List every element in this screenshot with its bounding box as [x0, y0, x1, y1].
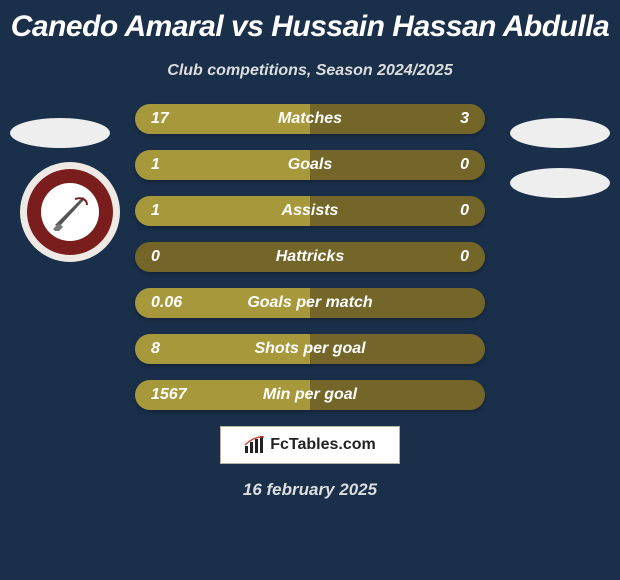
stat-left-value: 0: [135, 248, 205, 266]
stat-row: 8Shots per goal: [135, 334, 485, 364]
stat-row: 0.06Goals per match: [135, 288, 485, 318]
fctables-label: FcTables.com: [270, 436, 376, 454]
stat-left-value: 0.06: [135, 294, 205, 312]
stat-right-value: 0: [415, 202, 485, 220]
player-photo-placeholder-left: [10, 118, 110, 148]
player-photo-placeholder-right-1: [510, 118, 610, 148]
stat-left-value: 17: [135, 110, 205, 128]
stat-right-value: 3: [415, 110, 485, 128]
stat-right-value: 0: [415, 156, 485, 174]
stats-container: 17Matches31Goals01Assists00Hattricks00.0…: [135, 104, 485, 410]
stat-row: 1567Min per goal: [135, 380, 485, 410]
stat-left-value: 1567: [135, 386, 205, 404]
date-label: 16 february 2025: [0, 480, 620, 500]
stat-label: Shots per goal: [205, 340, 415, 358]
comparison-content: 17Matches31Goals01Assists00Hattricks00.0…: [0, 104, 620, 410]
fctables-watermark: FcTables.com: [220, 426, 400, 464]
stat-left-value: 1: [135, 156, 205, 174]
stat-row: 1Assists0: [135, 196, 485, 226]
stat-label: Goals: [205, 156, 415, 174]
club-badge-left: [20, 162, 120, 262]
page-title: Canedo Amaral vs Hussain Hassan Abdulla: [0, 0, 620, 44]
sword-icon: [51, 195, 91, 231]
stat-right-value: 0: [415, 248, 485, 266]
player-photo-placeholder-right-2: [510, 168, 610, 198]
stat-row: 17Matches3: [135, 104, 485, 134]
stat-left-value: 8: [135, 340, 205, 358]
stat-label: Hattricks: [205, 248, 415, 266]
stat-label: Assists: [205, 202, 415, 220]
stat-left-value: 1: [135, 202, 205, 220]
stat-row: 1Goals0: [135, 150, 485, 180]
bar-chart-icon: [244, 436, 266, 454]
subtitle: Club competitions, Season 2024/2025: [0, 62, 620, 80]
stat-label: Goals per match: [205, 294, 415, 312]
stat-label: Matches: [205, 110, 415, 128]
stat-label: Min per goal: [205, 386, 415, 404]
stat-row: 0Hattricks0: [135, 242, 485, 272]
